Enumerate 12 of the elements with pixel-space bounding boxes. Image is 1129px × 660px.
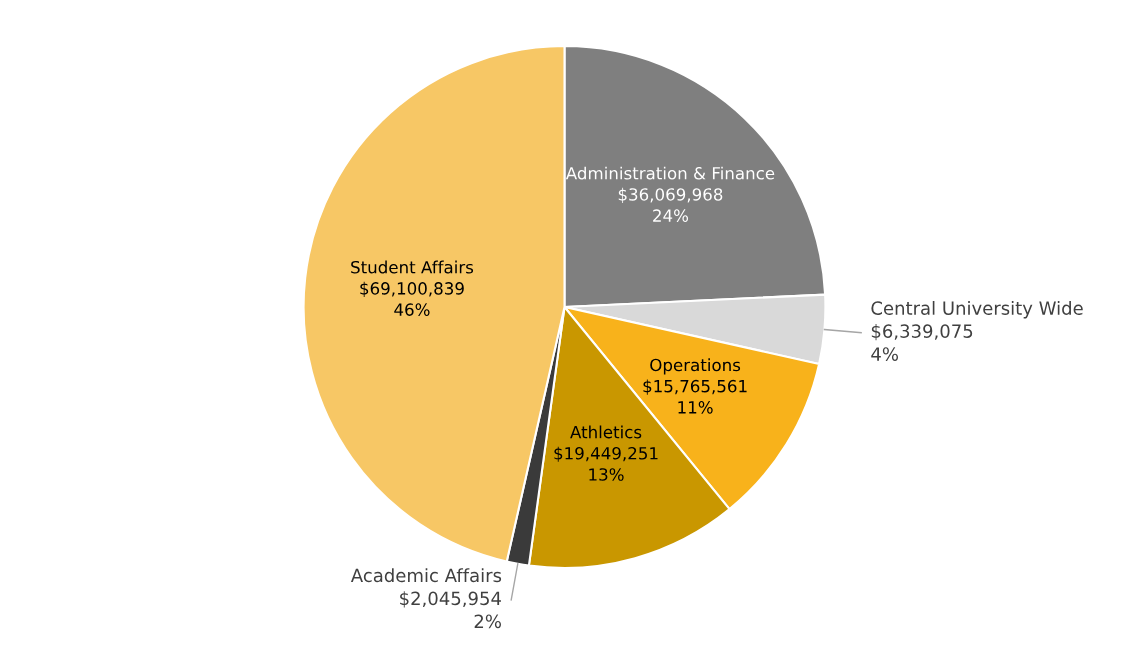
data-label: $19,449,251 13% xyxy=(554,446,658,481)
slice-label: Operations xyxy=(650,358,741,375)
data-label: $36,069,968 24% xyxy=(618,187,723,222)
slice-label: Central University Wide xyxy=(871,300,1083,319)
slice-label: Academic Affairs xyxy=(350,568,502,583)
data-label: $69,100,839 46% xyxy=(360,281,464,316)
slice-label: Student Affairs xyxy=(351,260,474,274)
data-label: $15,765,561 11% xyxy=(643,379,747,414)
slice-label: Administration & Finance xyxy=(565,166,775,180)
data-label: $2,045,954 2% xyxy=(400,591,501,629)
data-label: $6,339,075 4% xyxy=(871,323,973,361)
slice-label: Athletics xyxy=(570,425,642,439)
